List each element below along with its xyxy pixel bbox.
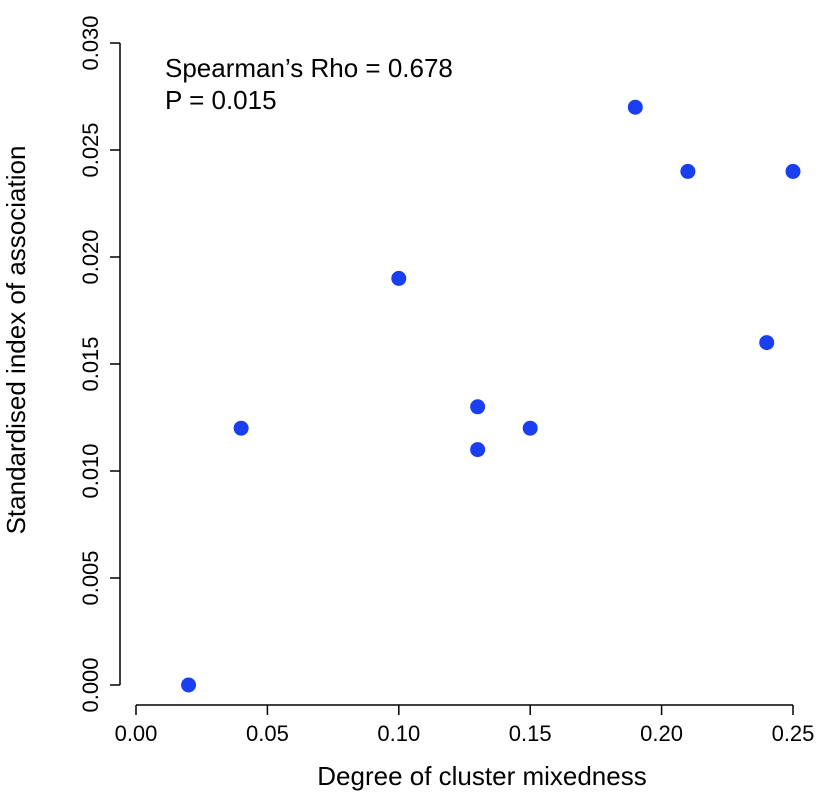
y-axis-label: Standardised index of association [1, 146, 31, 535]
y-tick-label: 0.010 [78, 443, 103, 498]
data-point [680, 163, 696, 179]
data-point [759, 335, 775, 351]
y-tick-label: 0.030 [78, 15, 103, 70]
data-point [470, 399, 486, 415]
y-tick-label: 0.015 [78, 336, 103, 391]
y-tick-label: 0.025 [78, 122, 103, 177]
data-points [181, 99, 801, 693]
y-tick-label: 0.000 [78, 657, 103, 712]
y-tick-label: 0.020 [78, 229, 103, 284]
y-tick-label: 0.005 [78, 550, 103, 605]
x-tick-label: 0.10 [377, 721, 420, 746]
x-tick-label: 0.15 [509, 721, 552, 746]
x-tick-label: 0.00 [115, 721, 158, 746]
x-axis-label: Degree of cluster mixedness [317, 761, 646, 791]
x-axis: 0.00 0.05 0.10 0.15 0.20 0.25 [115, 704, 815, 746]
x-tick-label: 0.20 [640, 721, 683, 746]
y-axis: 0.000 0.005 0.010 0.015 0.020 0.025 0.030 [78, 15, 121, 713]
data-point [233, 420, 249, 436]
data-point [391, 270, 407, 286]
data-point [470, 442, 486, 458]
data-point [785, 163, 801, 179]
x-tick-label: 0.05 [246, 721, 289, 746]
annotation-spearman-rho: Spearman’s Rho = 0.678 [165, 53, 453, 83]
data-point [181, 677, 197, 693]
x-tick-label: 0.25 [772, 721, 815, 746]
data-point [522, 420, 538, 436]
annotation-p-value: P = 0.015 [165, 85, 277, 115]
data-point [627, 99, 643, 115]
